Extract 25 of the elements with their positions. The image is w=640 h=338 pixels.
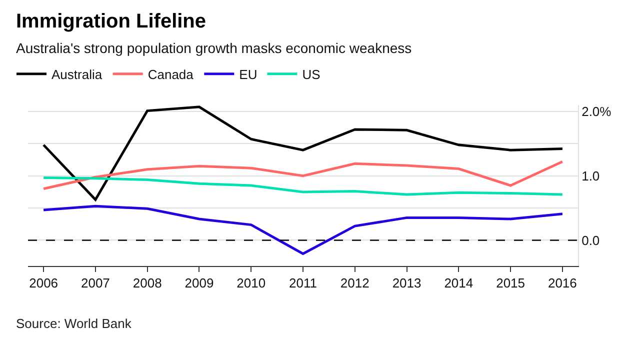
x-tick-label: 2013 <box>392 276 422 291</box>
y-tick-label: 2.0% <box>582 104 612 119</box>
x-tick-label: 2015 <box>496 276 526 291</box>
x-tick-label: 2007 <box>80 276 110 291</box>
x-tick-label: 2016 <box>548 276 577 291</box>
source-note: Source: World Bank <box>16 316 132 331</box>
chart-subtitle: Australia's strong population growth masks economic weakness <box>16 40 412 56</box>
x-tick-label: 2006 <box>29 276 58 291</box>
x-tick-label: 2014 <box>444 276 474 291</box>
chart-title: Immigration Lifeline <box>16 10 206 33</box>
x-tick-label: 2008 <box>132 276 162 291</box>
y-tick-label: 1.0 <box>582 168 600 184</box>
x-tick-label: 2011 <box>289 276 317 291</box>
y-tick-label: 0.0 <box>582 232 600 248</box>
x-tick-label: 2009 <box>184 276 214 291</box>
x-tick-label: 2012 <box>340 276 370 291</box>
line-series <box>42 176 564 196</box>
legend-label: US <box>302 66 321 82</box>
legend-label: EU <box>239 66 258 82</box>
legend-label: Australia <box>52 66 103 82</box>
line-series <box>42 204 564 256</box>
line-series <box>42 106 564 201</box>
x-tick-label: 2010 <box>236 276 266 291</box>
legend-label: Canada <box>148 66 194 82</box>
line-series <box>42 160 564 190</box>
